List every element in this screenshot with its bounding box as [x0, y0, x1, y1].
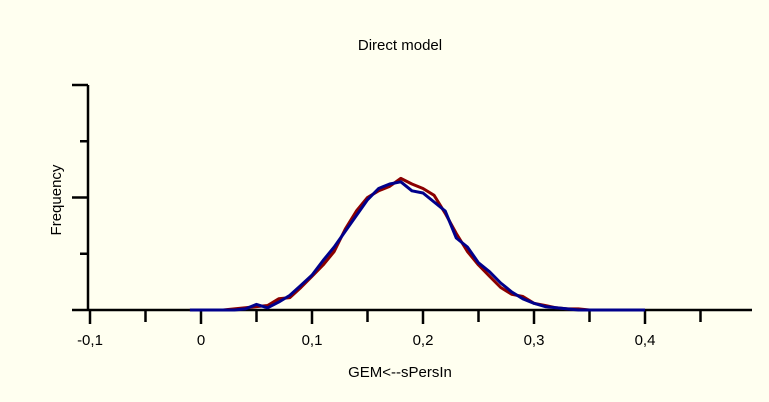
y-axis-label: Frequency: [48, 164, 65, 235]
x-tick-label: -0,1: [77, 332, 103, 349]
x-tick-label: 0,1: [302, 332, 323, 349]
x-tick-label: 0,4: [635, 332, 656, 349]
x-tick-label: 0: [197, 332, 205, 349]
x-tick-label: 0,2: [413, 332, 434, 349]
x-tick-label: 0,3: [524, 332, 545, 349]
chart-title: Direct model: [358, 37, 442, 54]
series-line: [189, 180, 645, 312]
x-axis-label: GEM<--sPersIn: [348, 364, 452, 381]
